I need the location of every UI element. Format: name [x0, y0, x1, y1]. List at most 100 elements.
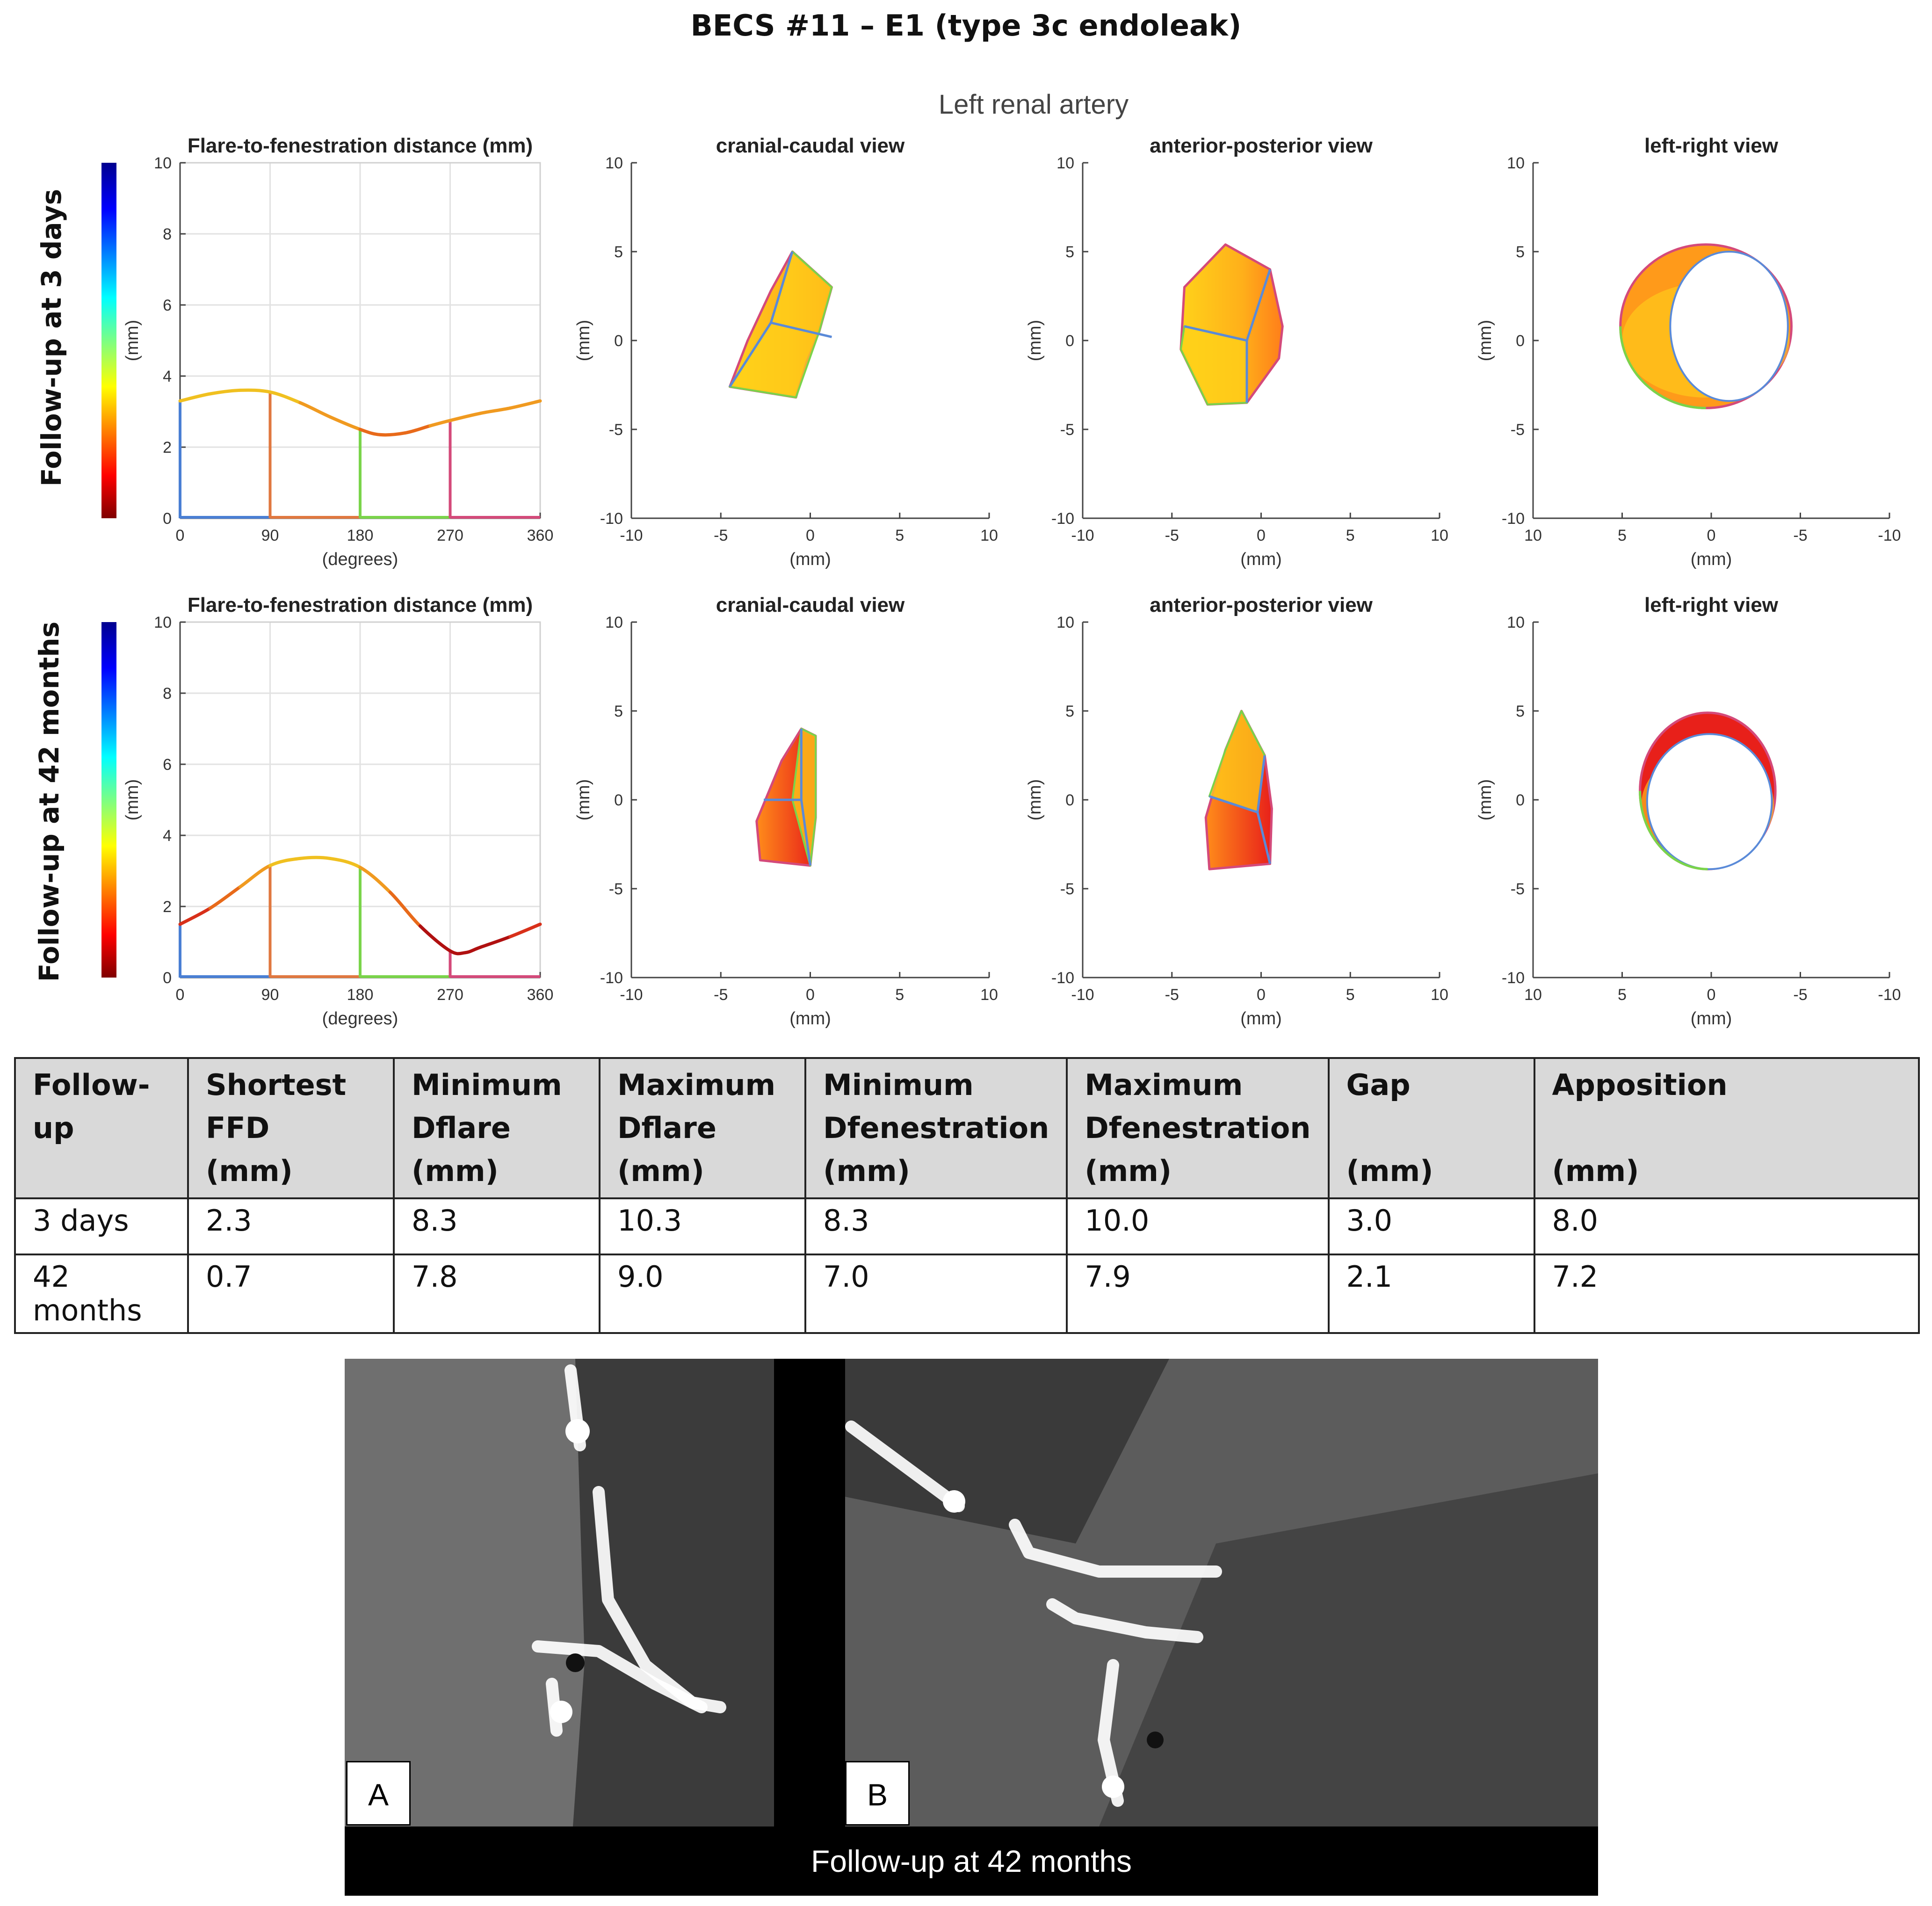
x-axis-label: (degrees): [322, 550, 398, 569]
x-tick-label: 90: [261, 527, 279, 544]
y-tick-label: 0: [1516, 791, 1525, 809]
data-line-segment: [418, 924, 452, 953]
shape-edge: [1184, 325, 1247, 342]
table-cell: 7.8: [393, 1254, 601, 1334]
data-line-segment: [388, 891, 422, 928]
data-line-segment: [449, 949, 467, 956]
results-table: Follow-up Shortest FFD (mm) Minimum Dflare(…: [14, 1057, 1920, 1334]
y-tick-label: -10: [600, 510, 623, 528]
chart-title: left-right view: [1644, 594, 1779, 616]
x-tick-label: -10: [620, 527, 643, 544]
y-tick-label: 2: [163, 439, 172, 457]
data-line-segment: [268, 390, 302, 405]
header-apposition: Apposition (mm): [1533, 1057, 1920, 1199]
x-tick-label: 10: [1431, 986, 1448, 1004]
y-axis-label: (mm): [574, 779, 593, 821]
table-cell: 2.1: [1327, 1254, 1535, 1334]
artery-title: Left renal artery: [938, 89, 1129, 120]
chart-42-months-left-right: left-right view 10 5 0 -5 -10 -10 -5 0 5 10 (mm) (mm…: [1476, 594, 1901, 1029]
y-tick-label: 10: [605, 614, 623, 631]
chart-3-days-cranial-caudal: cranial-caudal view -10 -5 0 5 10 -10 -5 0 5 10 (mm…: [574, 134, 998, 569]
y-axis-label: (mm): [1476, 779, 1495, 821]
table-cell: 8.0: [1533, 1197, 1920, 1255]
x-axis-label: (mm): [1691, 550, 1732, 569]
shape-edge: [729, 322, 772, 388]
table-cell: 0.7: [187, 1254, 395, 1334]
y-tick-label: -10: [1051, 969, 1074, 987]
data-line-segment: [328, 856, 362, 869]
x-tick-label: 0: [1707, 986, 1716, 1004]
x-tick-label: 0: [806, 527, 815, 544]
data-line-segment: [508, 399, 542, 410]
data-line-segment: [208, 885, 242, 910]
y-tick-label: 0: [1516, 332, 1525, 350]
x-axis-label: (mm): [1691, 1009, 1732, 1029]
x-tick-label: -10: [620, 986, 643, 1004]
ct-dark-region: [1099, 1473, 1598, 1826]
y-tick-label: -10: [600, 969, 623, 987]
ct-stent-strut: [1009, 1519, 1222, 1578]
x-tick-label: -5: [714, 527, 728, 544]
y-axis-label: (mm): [123, 320, 142, 362]
y-tick-label: 0: [163, 510, 172, 528]
data-line-segment: [478, 935, 512, 949]
data-line-segment: [268, 856, 302, 868]
data-line-segment: [358, 865, 392, 894]
ct-panel-b-label: B: [845, 1761, 910, 1826]
x-tick-label: 270: [437, 527, 463, 544]
data-line-segment: [178, 906, 212, 926]
y-tick-label: 10: [605, 154, 623, 172]
table-header-row: Follow-up Shortest FFD (mm) Minimum Dflare(…: [14, 1057, 1920, 1199]
x-tick-label: 0: [1257, 986, 1266, 1004]
x-axis-label: (mm): [1240, 550, 1282, 569]
shape-edge: [1209, 795, 1258, 813]
y-tick-label: 0: [1065, 791, 1074, 809]
x-tick-label: 5: [895, 986, 904, 1004]
x-tick-label: 10: [1524, 527, 1542, 544]
y-tick-label: 5: [614, 703, 623, 720]
shape-edge: [1256, 812, 1272, 864]
x-tick-label: 5: [895, 527, 904, 544]
y-tick-label: 5: [1065, 703, 1074, 720]
data-line-segment: [463, 945, 482, 955]
data-line-segment: [403, 424, 432, 435]
y-tick-label: 0: [163, 969, 172, 987]
table-cell: 7.9: [1066, 1254, 1330, 1334]
chart-42-months-anterior-posterior: anterior-posterior view -10 -5 0 5 10 -10 -5 0 5 1…: [1025, 594, 1448, 1029]
x-axis-label: (mm): [789, 550, 831, 569]
ct-dark-spot: [566, 1653, 585, 1672]
chart-title: cranial-caudal view: [716, 134, 905, 157]
x-tick-label: 360: [527, 527, 554, 544]
chart-title: anterior-posterior view: [1150, 594, 1373, 616]
y-tick-label: 10: [1507, 154, 1525, 172]
y-tick-label: 10: [1056, 614, 1074, 631]
table-cell: 3 days: [14, 1197, 189, 1255]
y-tick-label: 10: [1507, 614, 1525, 631]
y-tick-label: 8: [163, 225, 172, 243]
table-cell: 8.3: [393, 1197, 601, 1255]
data-line-segment: [378, 431, 407, 437]
chart-3-days-ffd: Flare-to-fenestration distance (mm) 0 90 18…: [101, 134, 553, 569]
ct-stent-strut: [1046, 1598, 1203, 1643]
shape-edge: [769, 251, 794, 323]
ct-stent-strut: [532, 1640, 708, 1713]
x-tick-label: 5: [1618, 527, 1627, 544]
y-tick-label: -10: [1502, 510, 1525, 528]
chart-title: anterior-posterior view: [1150, 134, 1373, 157]
x-tick-label: -5: [1793, 986, 1807, 1004]
chart-title: Flare-to-fenestration distance (mm): [188, 134, 533, 157]
y-tick-label: 6: [163, 756, 172, 774]
y-tick-label: 5: [614, 243, 623, 261]
header-min-dflare: Minimum Dflare (mm): [393, 1057, 601, 1199]
table-cell: 2.3: [187, 1197, 395, 1255]
x-tick-label: 5: [1346, 527, 1355, 544]
y-tick-label: 10: [154, 614, 172, 631]
ct-gap: [774, 1359, 845, 1826]
y-tick-label: 0: [1065, 332, 1074, 350]
x-tick-label: 10: [1524, 986, 1542, 1004]
ct-bright-spot: [565, 1419, 590, 1443]
x-tick-label: 0: [176, 527, 185, 544]
x-tick-label: -5: [1793, 527, 1807, 544]
ct-panel-a-label: A: [346, 1761, 411, 1826]
